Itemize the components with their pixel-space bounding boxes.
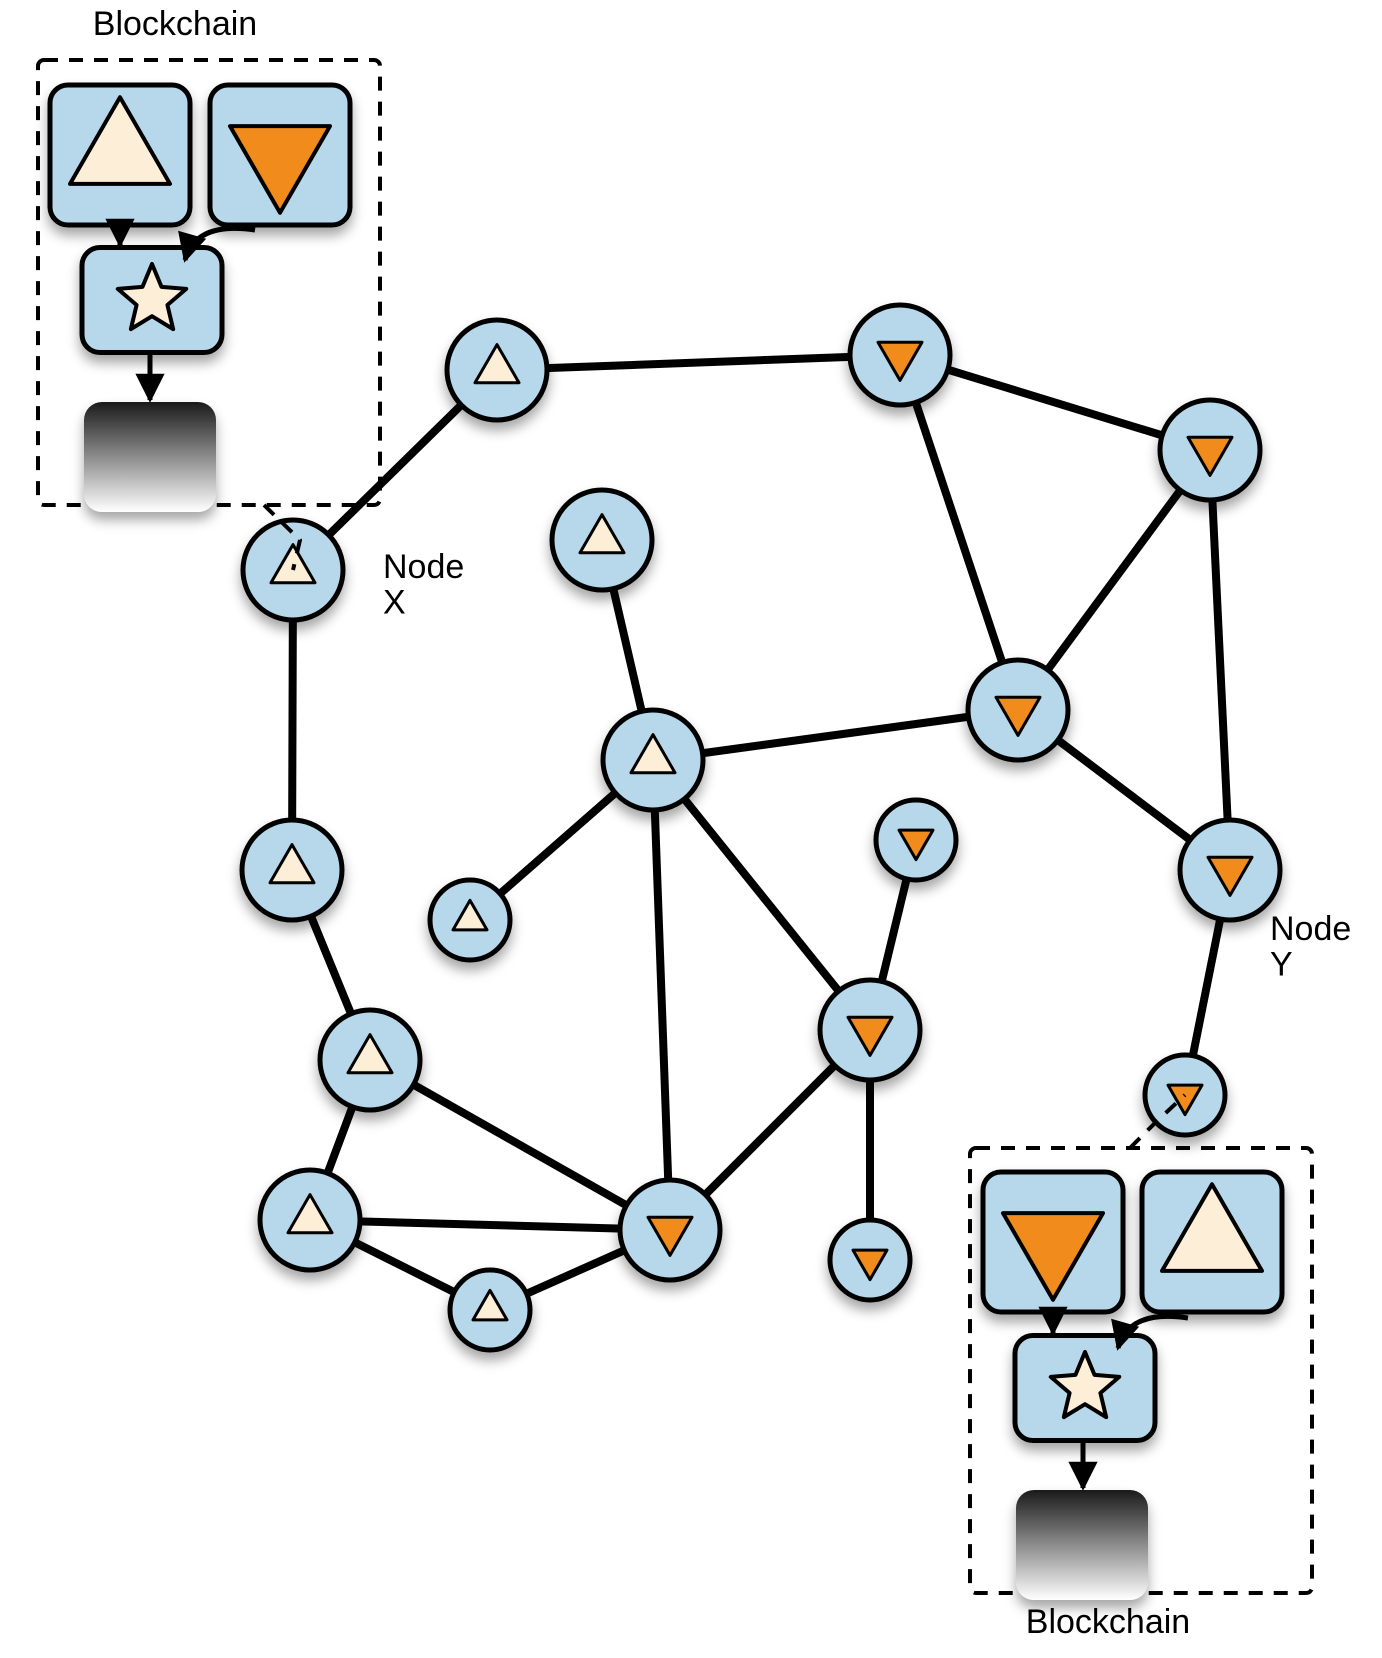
edge-n8-n12 (312, 919, 350, 1012)
edge-n15-n13 (707, 1067, 833, 1193)
callout-title: Blockchain (1026, 1603, 1190, 1641)
callout_y: Blockchain (970, 1095, 1312, 1641)
blockchain-tail (84, 402, 216, 512)
edge-n2-n3 (950, 370, 1160, 434)
edges (292, 357, 1227, 1293)
node-n15 (620, 1180, 720, 1280)
edge-nx-n8 (292, 622, 293, 817)
node-n12 (320, 1010, 420, 1110)
edge-n5-n6 (614, 591, 641, 709)
edge-ny-n7 (1060, 742, 1188, 839)
node-n13 (820, 980, 920, 1080)
node-n7 (968, 660, 1068, 760)
edge-n6-n9 (502, 795, 613, 892)
block-tri_down (983, 1172, 1123, 1312)
callouts: Blockchain Blockchain (38, 5, 1312, 1641)
edge-n14-n15 (362, 1221, 617, 1228)
edge-n3-ny (1212, 502, 1227, 817)
label-nx: NodeX (383, 548, 464, 622)
node-n6 (603, 710, 703, 810)
edge-n6-n15 (655, 812, 668, 1177)
edge-n13-n10 (882, 881, 906, 979)
block-star (1015, 1336, 1155, 1441)
node-n14 (260, 1170, 360, 1270)
node-n16 (450, 1270, 530, 1350)
edge-n6-n7 (705, 717, 966, 753)
node-n9 (430, 880, 510, 960)
block-tri_up (50, 85, 190, 225)
labels: NodeX NodeY (383, 548, 1351, 984)
node-n17 (830, 1220, 910, 1300)
edge-n14-n16 (357, 1243, 452, 1291)
edge-n2-n7 (917, 405, 1002, 660)
node-n10 (876, 800, 956, 880)
edge-n15-n16 (529, 1251, 622, 1292)
block-tri_down (210, 85, 350, 225)
edge-nx-n1 (330, 407, 459, 533)
edge-n6-n13 (686, 801, 837, 989)
edge-n3-n7 (1049, 492, 1179, 668)
label-ny: NodeY (1270, 910, 1351, 984)
node-ny (1180, 820, 1280, 920)
node-n3 (1160, 400, 1260, 500)
callout_x: Blockchain (38, 5, 380, 570)
edge-n12-n15 (416, 1086, 625, 1204)
block-tri_up (1142, 1172, 1282, 1312)
callout-title: Blockchain (93, 5, 257, 43)
blockchain-tail (1016, 1490, 1148, 1600)
edge-n1-n2 (549, 357, 847, 368)
block-star (82, 248, 222, 353)
edge-n12-n14 (328, 1109, 351, 1171)
node-n8 (242, 820, 342, 920)
node-n1 (447, 320, 547, 420)
edge-ny-n18 (1193, 921, 1219, 1053)
node-n5 (552, 490, 652, 590)
node-n2 (850, 305, 950, 405)
blockchain-network-diagram: Blockchain Blockchain NodeX NodeY (0, 0, 1382, 1658)
